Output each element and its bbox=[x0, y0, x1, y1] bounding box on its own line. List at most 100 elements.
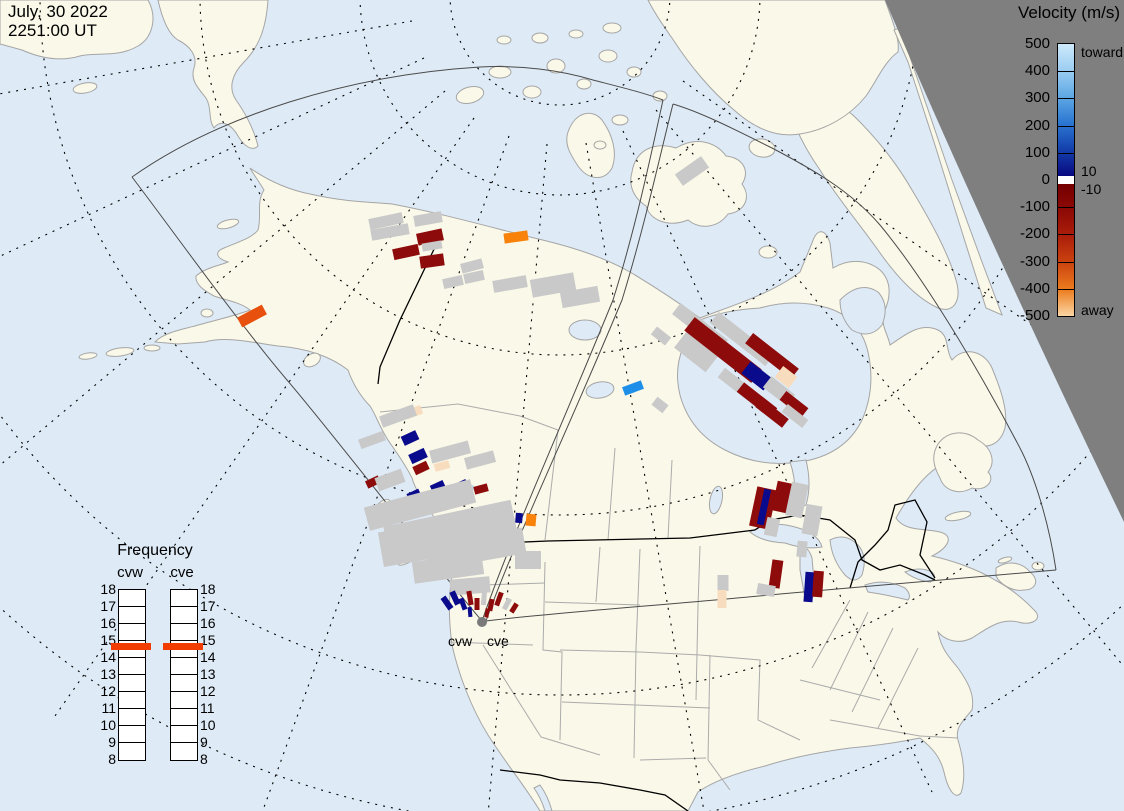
lake-erie bbox=[864, 581, 910, 601]
echo-cell bbox=[785, 481, 809, 519]
land-arctic-island bbox=[522, 85, 542, 99]
frequency-scale-cell bbox=[119, 726, 145, 743]
land-aleutian-island bbox=[143, 344, 161, 352]
land-aleutian-island bbox=[105, 347, 135, 357]
echo-cell bbox=[803, 571, 815, 603]
echo-cell bbox=[717, 590, 727, 608]
frequency-scale-cell bbox=[119, 607, 145, 624]
land-arctic-island bbox=[488, 65, 512, 79]
land-arctic-island bbox=[576, 78, 592, 90]
echo-cell bbox=[674, 331, 718, 373]
velocity-tick-label: 200 bbox=[1024, 116, 1050, 134]
land-nunivak-island bbox=[200, 308, 214, 318]
frequency-tick-label: 18 bbox=[200, 581, 216, 597]
velocity-tick-label: -300 bbox=[1019, 252, 1050, 270]
velocity-tick-label: 500 bbox=[1024, 35, 1050, 52]
land-prince-of-wales-island bbox=[748, 138, 776, 158]
frequency-tick-label: 13 bbox=[200, 666, 216, 682]
frequency-scale-cell bbox=[119, 624, 145, 641]
state-borders bbox=[379, 403, 959, 791]
velocity-colorbar-toward bbox=[1058, 44, 1074, 176]
great-slave-lake bbox=[585, 381, 615, 399]
frequency-scale-cvw bbox=[118, 589, 146, 761]
echo-cell bbox=[801, 503, 823, 537]
velocity-colorbar bbox=[1057, 43, 1075, 317]
velocity-colorbar-tick bbox=[1058, 207, 1074, 208]
land-arctic-island bbox=[568, 29, 584, 39]
frequency-tick-label: 8 bbox=[108, 751, 116, 767]
echo-cell bbox=[494, 591, 504, 607]
velocity-colorbar-away bbox=[1058, 184, 1074, 316]
echo-cell bbox=[755, 398, 789, 428]
foxe-basin bbox=[839, 287, 886, 335]
echo-cell bbox=[392, 243, 420, 261]
echo-cell bbox=[411, 552, 485, 584]
frequency-tick-label: 11 bbox=[200, 700, 215, 716]
map-label-cve: cve bbox=[487, 633, 509, 649]
echo-cell bbox=[559, 285, 601, 309]
timestamp: July, 30 2022 2251:00 UT bbox=[8, 2, 108, 40]
echo-cell bbox=[474, 598, 480, 610]
echo-cell bbox=[377, 522, 439, 568]
frequency-tick-label: 17 bbox=[200, 598, 216, 614]
frequency-tick-label: 13 bbox=[100, 666, 116, 682]
land-st-lawrence-island bbox=[216, 218, 240, 230]
echo-cell bbox=[421, 240, 443, 252]
echo-cell bbox=[674, 156, 710, 186]
frequency-scale-cve bbox=[170, 589, 198, 761]
land-arctic-island bbox=[593, 140, 607, 150]
land-newfoundland bbox=[933, 432, 993, 493]
echo-cell bbox=[368, 212, 404, 230]
echo-cell bbox=[812, 570, 824, 598]
frequency-marker-cvw bbox=[111, 643, 151, 650]
echo-cell bbox=[400, 430, 420, 446]
land-arctic-island bbox=[546, 58, 566, 74]
land-arctic-island bbox=[652, 90, 668, 102]
great-bear-lake bbox=[568, 319, 602, 341]
frequency-column-label-cvw: cvw bbox=[117, 564, 143, 581]
velocity-tick-label: -400 bbox=[1019, 279, 1050, 297]
velocity-colorbar-tick bbox=[1058, 262, 1074, 263]
echo-cell bbox=[480, 590, 488, 606]
velocity-colorbar-tick bbox=[1058, 289, 1074, 290]
echo-cell bbox=[763, 516, 781, 538]
echo-cell bbox=[408, 447, 428, 465]
echo-cell bbox=[467, 606, 473, 618]
land-arctic-island bbox=[611, 114, 629, 126]
echo-cell bbox=[466, 590, 474, 606]
land-banks-island bbox=[566, 112, 615, 178]
echo-cell bbox=[413, 211, 443, 227]
echo-cell bbox=[379, 404, 417, 428]
echo-cell bbox=[460, 258, 484, 274]
frequency-tick-label: 10 bbox=[100, 717, 116, 733]
frequency-tick-label: 14 bbox=[200, 649, 216, 665]
echo-cell bbox=[458, 597, 468, 611]
echo-cell bbox=[358, 430, 386, 450]
frequency-scale-cell bbox=[119, 590, 145, 607]
echo-cell bbox=[442, 275, 464, 289]
echo-cells bbox=[237, 156, 824, 618]
frequency-scale-cell bbox=[171, 658, 197, 675]
land-arctic-island bbox=[455, 85, 485, 105]
gulf-of-california bbox=[533, 784, 553, 811]
echo-cell bbox=[440, 595, 454, 611]
echo-cell bbox=[525, 513, 537, 527]
velocity-tick-label: -200 bbox=[1019, 225, 1050, 243]
echo-cell bbox=[745, 333, 799, 379]
land-anticosti-island bbox=[944, 510, 972, 522]
land-king-william-island bbox=[758, 245, 778, 259]
timestamp-date: July, 30 2022 bbox=[8, 2, 108, 21]
land-aleutian-island bbox=[78, 352, 98, 360]
frequency-scale-cell bbox=[171, 709, 197, 726]
echo-cell bbox=[501, 597, 513, 611]
fov-cve-outer-arc bbox=[672, 103, 1057, 571]
frequency-column-label-cve: cve bbox=[170, 564, 194, 581]
velocity-colorbar-tick bbox=[1058, 234, 1074, 235]
frequency-tick-label: 12 bbox=[200, 683, 216, 699]
land-arctic-island bbox=[598, 49, 618, 63]
echo-cell bbox=[529, 272, 577, 298]
lake-winnipeg bbox=[708, 485, 724, 515]
frequency-scale-cell bbox=[119, 709, 145, 726]
